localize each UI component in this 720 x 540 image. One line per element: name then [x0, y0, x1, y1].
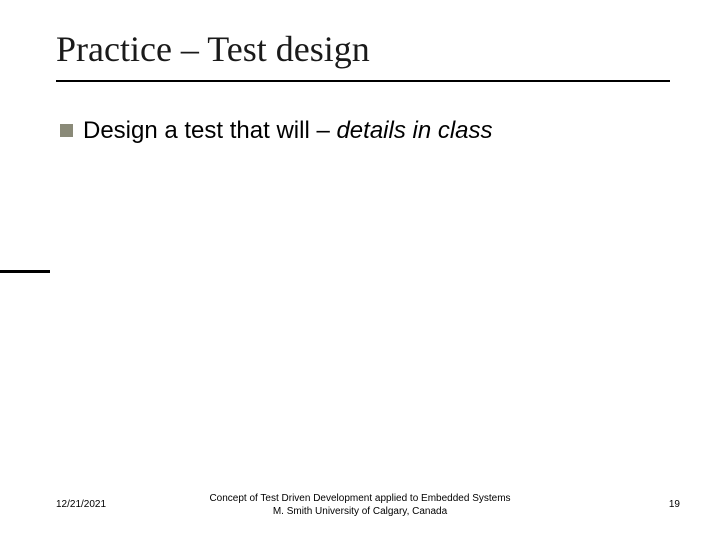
title-underline: [56, 80, 670, 82]
title-block: Practice – Test design: [0, 28, 720, 82]
footer-center: Concept of Test Driven Development appli…: [0, 492, 720, 518]
slide-body: Design a test that will – details in cla…: [60, 116, 670, 146]
bullet-text-italic: details in class: [336, 117, 492, 144]
slide-title: Practice – Test design: [0, 28, 720, 80]
slide: Practice – Test design Design a test tha…: [0, 0, 720, 540]
bullet-text-plain: Design a test that will –: [83, 117, 336, 144]
footer-page-number: 19: [669, 499, 680, 510]
footer-center-line1: Concept of Test Driven Development appli…: [209, 493, 510, 504]
square-bullet-icon: [60, 124, 73, 137]
footer-center-line2: M. Smith University of Calgary, Canada: [273, 506, 447, 517]
footer: 12/21/2021 Concept of Test Driven Develo…: [0, 490, 720, 518]
side-accent-line: [0, 270, 50, 273]
bullet-item: Design a test that will – details in cla…: [60, 116, 670, 146]
bullet-text: Design a test that will – details in cla…: [83, 116, 493, 146]
